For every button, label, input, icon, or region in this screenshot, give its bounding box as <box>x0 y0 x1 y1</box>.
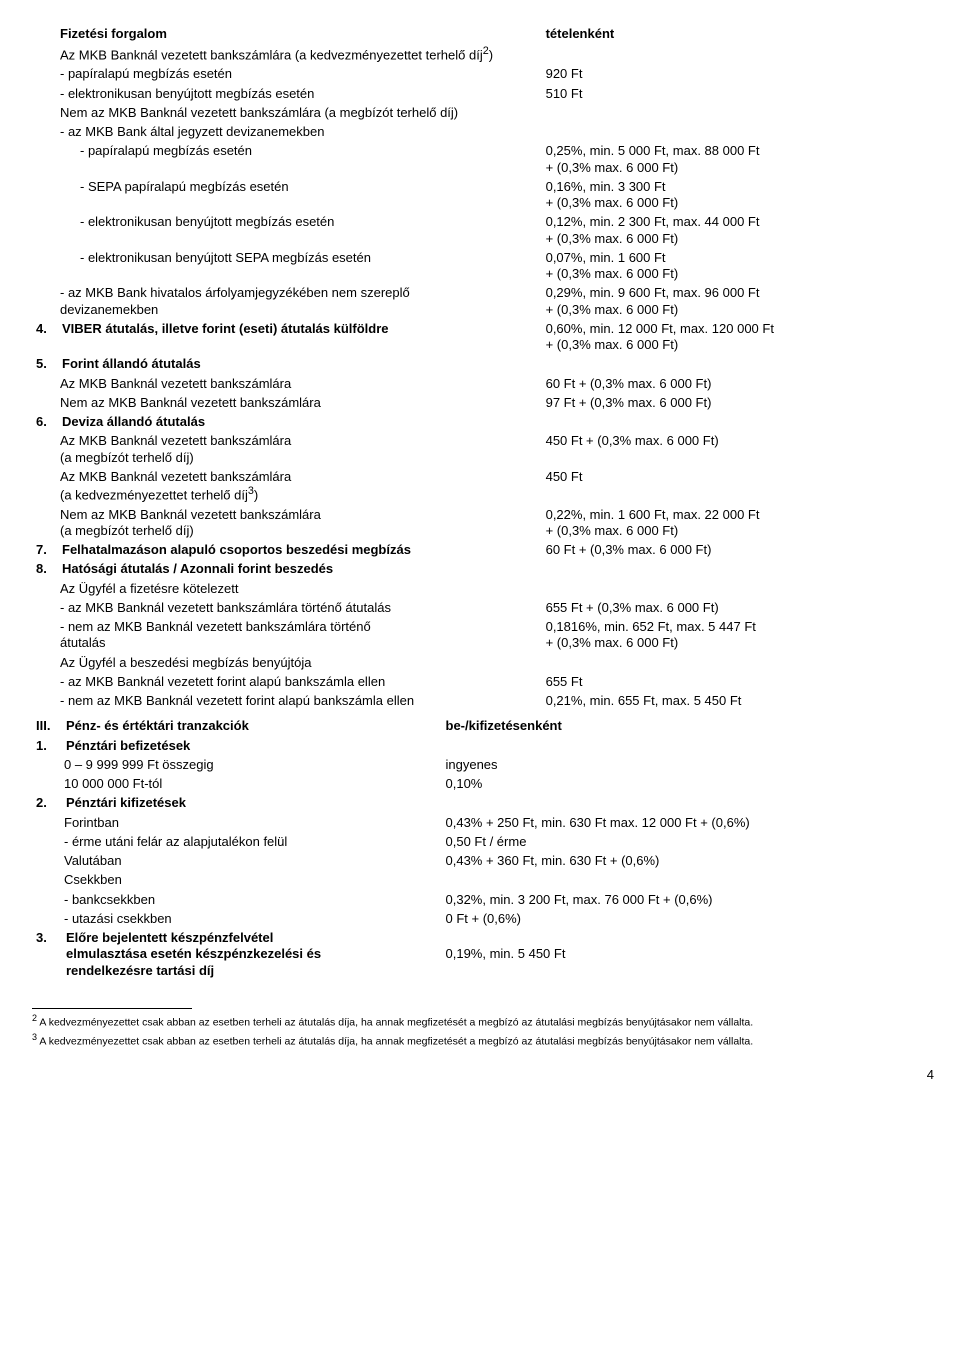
section3-table: III.Pénz- és értéktári tranzakciók be-/k… <box>32 717 942 981</box>
sec3-s3-title: 3.Előre bejelentett készpénzfelvételelmu… <box>32 929 442 981</box>
footnote-separator <box>32 1008 192 1009</box>
r1e-r: 0,12%, min. 2 300 Ft, max. 44 000 Ft+ (0… <box>542 213 942 249</box>
r1g-r: 0,29%, min. 9 600 Ft, max. 96 000 Ft+ (0… <box>542 284 942 320</box>
sec3-s1b-r: 0,10% <box>442 775 943 794</box>
sec3-s1-title: 1.Pénztári befizetések <box>32 736 942 755</box>
r1d-l: - SEPA papíralapú megbízás esetén <box>32 177 542 213</box>
s8-sub1: Az Ügyfél a fizetésre kötelezett <box>32 579 942 598</box>
sec3-s1a-l: 0 – 9 999 999 Ft összegig <box>32 755 442 774</box>
s6c-l: Nem az MKB Banknál vezetett bankszámlára… <box>32 505 542 541</box>
s5b-l: Nem az MKB Banknál vezetett bankszámlára <box>32 393 542 412</box>
sec3-s2f-l: - utazási csekkben <box>32 909 442 928</box>
s8d-r: 0,21%, min. 655 Ft, max. 5 450 Ft <box>542 692 942 711</box>
sec3-s2e-l: - bankcsekkben <box>32 890 442 909</box>
r1a-l: - papíralapú megbízás esetén <box>32 65 542 84</box>
sec3-right: be-/kifizetésenként <box>442 717 943 736</box>
sec3-s2a-r: 0,43% + 250 Ft, min. 630 Ft max. 12 000 … <box>442 813 943 832</box>
r1-line2: Nem az MKB Banknál vezetett bankszámlára… <box>32 103 942 122</box>
sec3-s2d-l: Csekkben <box>32 871 942 890</box>
s6b-r: 450 Ft <box>542 467 942 505</box>
header-right: tételenként <box>542 24 942 43</box>
sec3-s2c-l: Valutában <box>32 852 442 871</box>
s8a-r: 655 Ft + (0,3% max. 6 000 Ft) <box>542 598 942 617</box>
s5a-r: 60 Ft + (0,3% max. 6 000 Ft) <box>542 374 942 393</box>
r1e-l: - elektronikusan benyújtott megbízás ese… <box>32 213 542 249</box>
s6a-r: 450 Ft + (0,3% max. 6 000 Ft) <box>542 432 942 468</box>
s6-title: 6.Deviza állandó átutalás <box>32 413 942 432</box>
sec3-s2b-r: 0,50 Ft / érme <box>442 832 943 851</box>
sec3-s1b-l: 10 000 000 Ft-tól <box>32 775 442 794</box>
r1c-r: 0,25%, min. 5 000 Ft, max. 88 000 Ft+ (0… <box>542 142 942 178</box>
s5b-r: 97 Ft + (0,3% max. 6 000 Ft) <box>542 393 942 412</box>
s8a-l: - az MKB Banknál vezetett bankszámlára t… <box>32 598 542 617</box>
r1c-l: - papíralapú megbízás esetén <box>32 142 542 178</box>
s8-title: 8.Hatósági átutalás / Azonnali forint be… <box>32 560 942 579</box>
header-row: Fizetési forgalom tételenként <box>32 24 942 43</box>
header-left: Fizetési forgalom <box>32 24 542 43</box>
s5a-l: Az MKB Banknál vezetett bankszámlára <box>32 374 542 393</box>
s4-r: 0,60%, min. 12 000 Ft, max. 120 000 Ft+ … <box>542 319 942 355</box>
r1f-l: - elektronikusan benyújtott SEPA megbízá… <box>32 248 542 284</box>
sec3-s1a-r: ingyenes <box>442 755 943 774</box>
r1-line1: Az MKB Banknál vezetett bankszámlára (a … <box>32 43 942 65</box>
r1f-r: 0,07%, min. 1 600 Ft+ (0,3% max. 6 000 F… <box>542 248 942 284</box>
s8-sub2: Az Ügyfél a beszedési megbízás benyújtój… <box>32 653 942 672</box>
s4-title: 4.VIBER átutalás, illetve forint (eseti)… <box>32 319 542 355</box>
footnote-3: 3 A kedvezményezettet csak abban az eset… <box>32 1032 942 1049</box>
r1a-r: 920 Ft <box>542 65 942 84</box>
s8b-l: - nem az MKB Banknál vezetett bankszámlá… <box>32 618 542 654</box>
s8c-r: 655 Ft <box>542 672 942 691</box>
s8c-l: - az MKB Banknál vezetett forint alapú b… <box>32 672 542 691</box>
r1g-l: - az MKB Bank hivatalos árfolyamjegyzéké… <box>32 284 542 320</box>
sec3-s2-title: 2.Pénztári kifizetések <box>32 794 942 813</box>
s6a-l: Az MKB Banknál vezetett bankszámlára(a m… <box>32 432 542 468</box>
s8b-r: 0,1816%, min. 652 Ft, max. 5 447 Ft+ (0,… <box>542 618 942 654</box>
s5-title: 5.Forint állandó átutalás <box>32 355 942 374</box>
s7-r: 60 Ft + (0,3% max. 6 000 Ft) <box>542 541 942 560</box>
page-number: 4 <box>32 1067 942 1082</box>
s8d-l: - nem az MKB Banknál vezetett forint ala… <box>32 692 542 711</box>
r1-line3: - az MKB Bank által jegyzett devizanemek… <box>32 123 942 142</box>
s7-title: 7.Felhatalmazáson alapuló csoportos besz… <box>32 541 542 560</box>
s6c-r: 0,22%, min. 1 600 Ft, max. 22 000 Ft+ (0… <box>542 505 942 541</box>
r1d-r: 0,16%, min. 3 300 Ft+ (0,3% max. 6 000 F… <box>542 177 942 213</box>
r1b-l: - elektronikusan benyújtott megbízás ese… <box>32 84 542 103</box>
sec3-s2a-l: Forintban <box>32 813 442 832</box>
sec3-s3-r: 0,19%, min. 5 450 Ft <box>442 929 943 981</box>
r1b-r: 510 Ft <box>542 84 942 103</box>
fees-table: Fizetési forgalom tételenként Az MKB Ban… <box>32 24 942 711</box>
s6b-l: Az MKB Banknál vezetett bankszámlára(a k… <box>32 467 542 505</box>
sec3-s2b-l: - érme utáni felár az alapjutalékon felü… <box>32 832 442 851</box>
footnote-2: 2 A kedvezményezettet csak abban az eset… <box>32 1013 942 1030</box>
sec3-s2e-r: 0,32%, min. 3 200 Ft, max. 76 000 Ft + (… <box>442 890 943 909</box>
sec3-s2f-r: 0 Ft + (0,6%) <box>442 909 943 928</box>
sec3-s2c-r: 0,43% + 360 Ft, min. 630 Ft + (0,6%) <box>442 852 943 871</box>
sec3-title: III.Pénz- és értéktári tranzakciók <box>32 717 442 736</box>
